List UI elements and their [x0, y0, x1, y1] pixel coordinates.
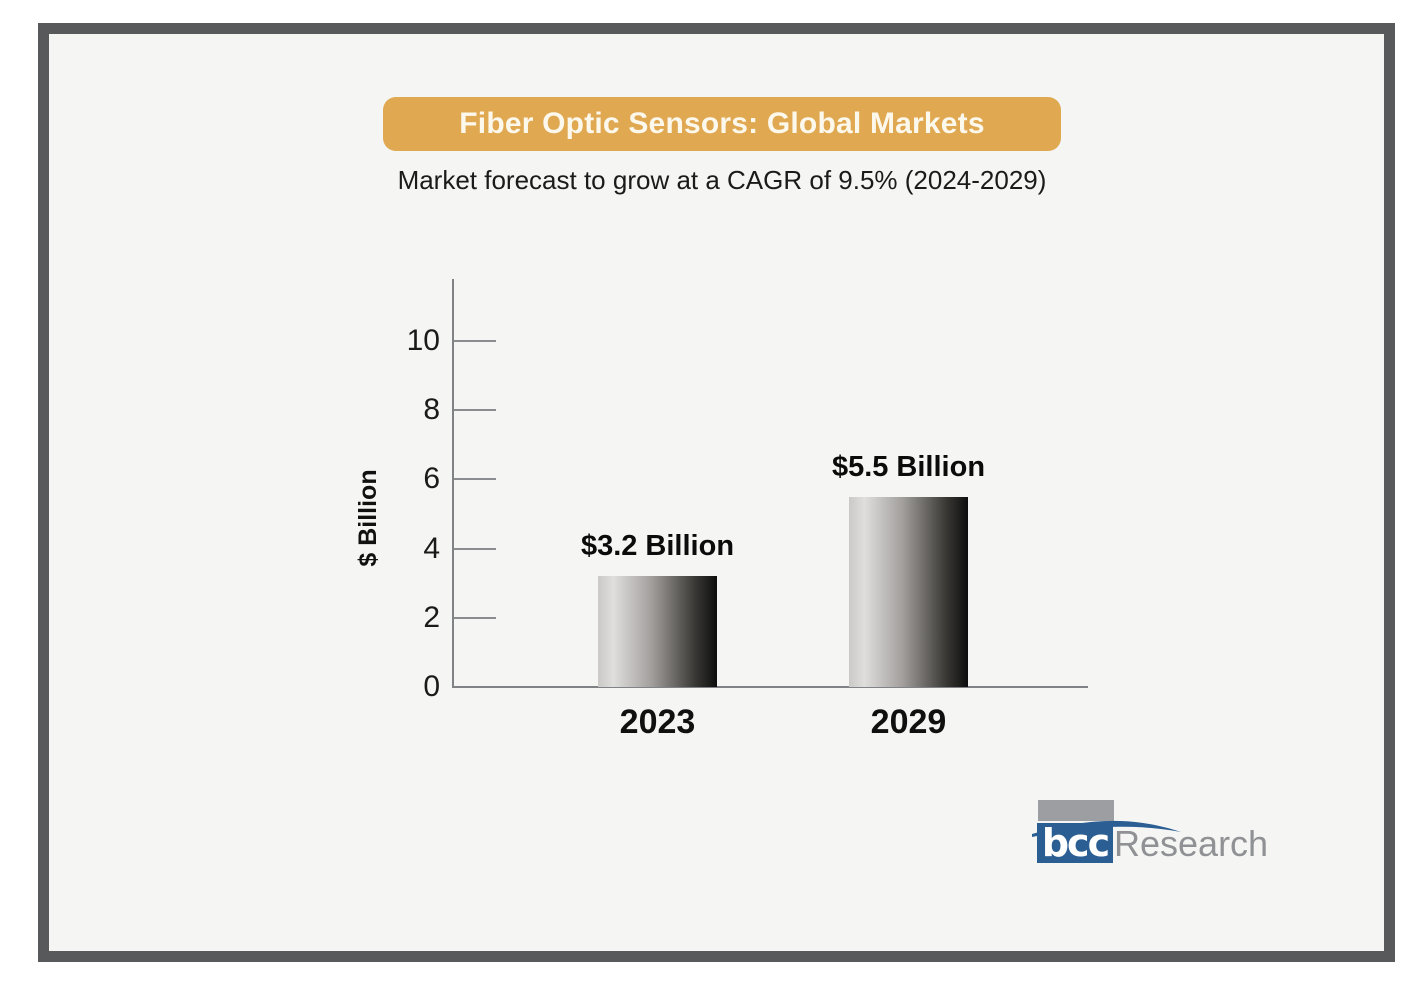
- y-tick-label: 0: [423, 670, 440, 703]
- y-tick-label: 8: [423, 393, 440, 427]
- bar-2029: [849, 497, 968, 687]
- y-tick-label: 4: [423, 531, 440, 565]
- x-category-label: 2023: [619, 703, 696, 741]
- x-axis-line: [452, 686, 1088, 688]
- logo-swoosh-icon: [1032, 820, 1181, 837]
- y-tick-line: [454, 616, 496, 619]
- y-axis-line: [452, 279, 454, 688]
- y-tick-line: [454, 547, 496, 550]
- chart-frame: [38, 23, 1395, 962]
- y-tick-label: 2: [423, 600, 440, 634]
- y-tick-label: 6: [423, 462, 440, 496]
- y-tick-line: [454, 340, 496, 342]
- chart-title: Fiber Optic Sensors: Global Markets: [459, 107, 985, 140]
- logo-bcc-text: bcc: [1041, 821, 1110, 865]
- y-tick-label: 10: [406, 324, 440, 357]
- x-category-label: 2029: [870, 703, 947, 741]
- chart-subtitle: Market forecast to grow at a CAGR of 9.5…: [397, 165, 1047, 195]
- bcc-research-logo: bcc Research: [1028, 796, 1278, 876]
- bar-2023: [598, 576, 717, 687]
- bar-value-label: $5.5 Billion: [831, 451, 986, 483]
- logo-research-text: Research: [1114, 823, 1269, 864]
- logo-gray-rect: [1038, 800, 1114, 821]
- chart-title-banner: Fiber Optic Sensors: Global Markets: [383, 97, 1061, 151]
- y-tick-line: [454, 478, 496, 481]
- y-axis-label: $ Billion: [354, 469, 382, 567]
- bar-value-label: $3.2 Billion: [580, 530, 735, 562]
- y-tick-line: [454, 409, 496, 412]
- logo-bcc-box: bcc: [1037, 823, 1113, 863]
